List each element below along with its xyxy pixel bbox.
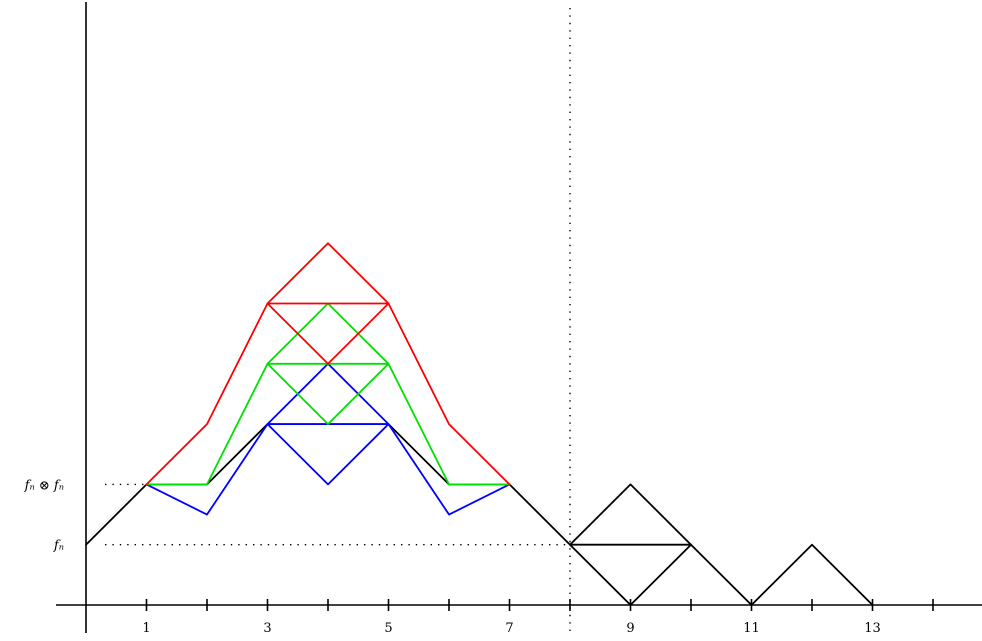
x-tick-label: 3 [263, 621, 271, 636]
axes [56, 2, 982, 633]
red-path [145, 302, 511, 486]
dotted-guides [105, 8, 571, 636]
black-diamond-lower [569, 543, 692, 606]
x-tick-label: 7 [505, 621, 513, 636]
red-upper [266, 242, 390, 305]
y-level-label: fₙ ⊗ fₙ [24, 478, 64, 493]
lattice-paths [85, 242, 874, 606]
x-tick-label: 9 [626, 621, 634, 636]
x-tick-label: 11 [743, 621, 760, 636]
blue-path [145, 423, 511, 516]
x-tick-label: 1 [142, 621, 150, 636]
y-level-label: fₙ [53, 539, 64, 554]
green-upper [266, 302, 390, 365]
x-tick-label: 13 [864, 621, 881, 636]
black-main-path [85, 423, 874, 606]
x-tick-label: 5 [384, 621, 392, 636]
green-path [145, 362, 511, 486]
blue-upper [266, 362, 390, 426]
